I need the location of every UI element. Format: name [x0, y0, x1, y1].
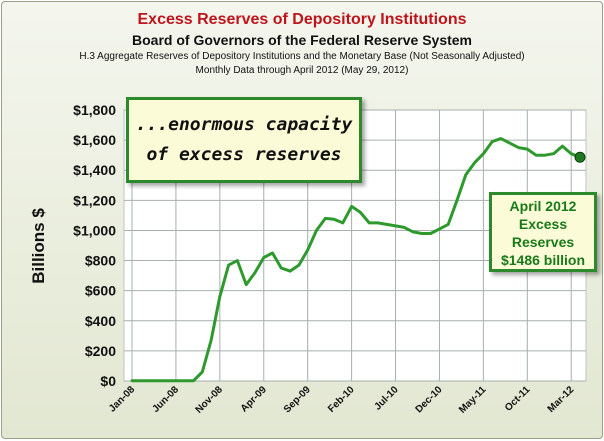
x-tick-label: Dec-10	[414, 384, 445, 415]
y-tick-label: $200	[85, 343, 116, 359]
x-tick-label: Nov-08	[194, 384, 226, 416]
annotation-line-2: of excess reserves	[146, 144, 342, 165]
y-tick-label: $800	[85, 253, 116, 269]
x-tick-label: Apr-09	[239, 384, 269, 414]
chart-subtitle: Board of Governors of the Federal Reserv…	[132, 32, 472, 48]
annotation-line-1: ...enormous capacity	[135, 114, 353, 135]
x-tick-label: May-11	[457, 384, 489, 416]
y-tick-label: $1,600	[73, 132, 116, 148]
y-tick-label: $1,000	[73, 222, 116, 238]
latest-value-callout: April 2012 Excess Reserves $1486 billion	[489, 192, 597, 272]
x-tick-label: Jun-08	[150, 384, 181, 415]
y-tick-label: $400	[85, 313, 116, 329]
y-tick-label: $600	[85, 283, 116, 299]
x-tick-label: Feb-10	[326, 384, 357, 415]
y-tick-label: $1,400	[73, 162, 116, 178]
y-tick-label: $1,200	[73, 192, 116, 208]
callout-line-1: April 2012	[509, 198, 577, 214]
callout-line-3: Reserves	[511, 234, 575, 250]
source-line: H.3 Aggregate Reserves of Depository Ins…	[79, 51, 525, 62]
y-tick-label: $0	[100, 373, 116, 389]
x-tick-label: Jul-10	[372, 384, 401, 413]
annotation-box: ...enormous capacity of excess reserves	[126, 97, 362, 183]
chart-title: Excess Reserves of Depository Institutio…	[137, 11, 467, 28]
callout-line-2: Excess	[518, 216, 568, 232]
y-axis-label: Billions $	[29, 208, 48, 284]
callout-line-4: $1486 billion	[500, 252, 586, 268]
y-tick-label: $1,800	[73, 102, 116, 118]
x-tick-label: Sep-09	[282, 384, 313, 415]
series-line-excess-reserves	[130, 137, 582, 383]
date-line: Monthly Data through April 2012 (May 29,…	[195, 65, 409, 76]
x-tick-label: Mar-12	[546, 384, 577, 415]
x-tick-label: Oct-11	[503, 384, 533, 414]
latest-point-marker	[574, 151, 586, 163]
